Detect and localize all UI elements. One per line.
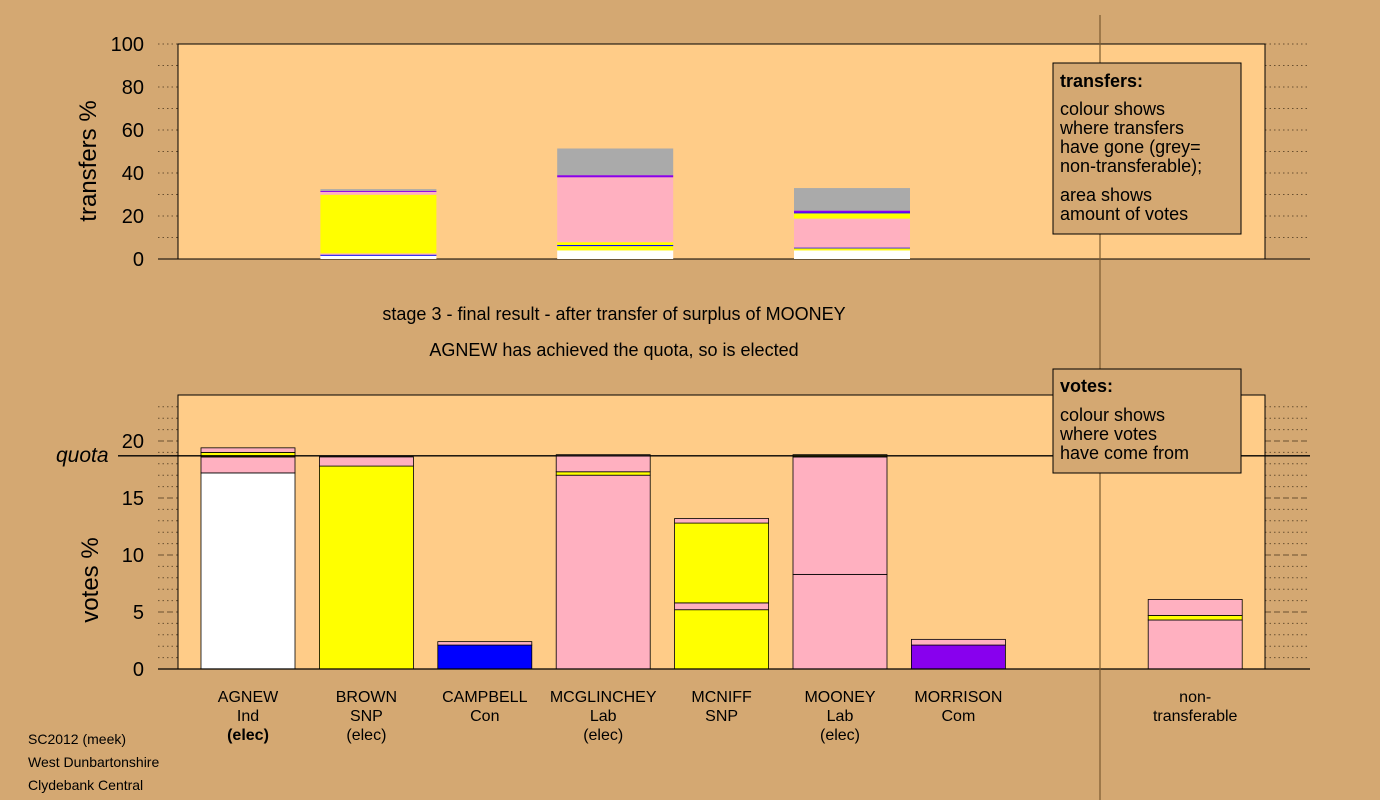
vote-bar-segment (437, 641, 533, 646)
vote-bar-segment (911, 644, 1006, 670)
candidate-name-label: BROWN (336, 689, 397, 706)
candidate-party-label: Lab (827, 708, 854, 725)
candidate-name-label: non- (1179, 689, 1211, 706)
transfers-tick-label: 100 (111, 34, 144, 56)
votes-tick-label: 10 (122, 545, 144, 567)
stage-title: stage 3 - final result - after transfer … (382, 304, 845, 324)
transfers-tick-label: 60 (122, 120, 144, 142)
transfers-legend-line: where transfers (1059, 118, 1184, 138)
votes-axis-label: votes % (77, 537, 104, 622)
vote-bar-segment (911, 638, 1006, 646)
transfers-legend-line: amount of votes (1060, 204, 1188, 224)
transfers-legend: transfers: colour shows where transfers … (1052, 62, 1242, 235)
transfer-bar-segment (794, 213, 910, 219)
transfer-bar-segment (320, 254, 437, 256)
candidate-status-label: (elec) (346, 727, 386, 744)
transfers-axis-label: transfers % (75, 100, 102, 221)
vote-bar-segment (1147, 619, 1243, 670)
candidate-status-label: (elec) (820, 727, 860, 744)
votes-legend-line: where votes (1059, 424, 1157, 444)
transfer-bar-segment (320, 194, 437, 254)
votes-tick-label: 20 (122, 431, 144, 453)
candidate-party-label: transferable (1153, 708, 1238, 725)
footer-council: West Dunbartonshire (28, 754, 159, 770)
candidate-name-label: AGNEW (218, 689, 279, 706)
transfers-legend-line: have gone (grey= (1060, 137, 1201, 157)
votes-tick-label: 0 (133, 659, 144, 681)
vote-bar-segment (674, 602, 769, 611)
transfer-bar-segment (320, 190, 437, 192)
vote-bar-segment (1147, 599, 1243, 616)
transfer-bar-segment (794, 188, 910, 211)
transfers-tick-label: 80 (122, 77, 144, 99)
transfers-tick-label: 0 (133, 249, 144, 271)
vote-bar-segment (674, 518, 769, 524)
vote-bar-segment (437, 644, 533, 670)
candidate-name-label: MOONEY (804, 689, 875, 706)
transfer-bar-segment (557, 148, 674, 176)
vote-bar-segment (318, 456, 414, 467)
vote-bar-segment (792, 456, 888, 575)
vote-bar-segment (555, 474, 651, 670)
quota-label: quota (56, 444, 109, 467)
transfer-bar-segment (320, 253, 437, 255)
candidate-party-label: SNP (705, 708, 738, 725)
candidate-party-label: Ind (237, 708, 259, 725)
votes-tick-label: 15 (122, 488, 144, 510)
candidate-party-label: Com (942, 708, 976, 725)
vote-bar-segment (555, 454, 651, 473)
candidate-name-label: MCGLINCHEY (550, 689, 657, 706)
candidate-party-label: SNP (350, 708, 383, 725)
candidate-party-label: Lab (590, 708, 617, 725)
candidate-name-label: MCNIFF (691, 689, 752, 706)
candidate-name-label: CAMPBELL (442, 689, 527, 706)
transfer-bar-segment (320, 191, 437, 195)
transfer-bar-segment (794, 250, 910, 259)
vote-bar-segment (674, 609, 769, 670)
votes-legend-line: have come from (1060, 443, 1189, 463)
votes-legend: votes: colour shows where votes have com… (1052, 368, 1242, 474)
transfer-bar-segment (557, 250, 674, 259)
candidate-labels: AGNEW Ind (elec) BROWN SNP (elec) CAMPBELL Con M… (218, 689, 1238, 744)
vote-bar-segment (200, 447, 296, 453)
transfers-legend-line: colour shows (1060, 99, 1165, 119)
footer-election: SC2012 (meek) (28, 731, 126, 747)
vote-bar-segment (792, 573, 888, 670)
transfers-legend-line: non-transferable); (1060, 156, 1202, 176)
transfer-bar-segment (557, 175, 674, 178)
transfer-bar-segment (794, 248, 910, 251)
candidate-party-label: Con (470, 708, 499, 725)
transfer-bar-segment (557, 246, 674, 251)
transfers-tick-label: 20 (122, 206, 144, 228)
candidate-name-label: MORRISON (914, 689, 1002, 706)
votes-legend-line: colour shows (1060, 405, 1165, 425)
vote-bar-segment (555, 471, 651, 476)
transfer-bar-segment (794, 247, 910, 249)
transfer-bar-segment (794, 210, 910, 213)
transfer-bar-segment (320, 189, 437, 191)
transfers-tick-label: 40 (122, 163, 144, 185)
candidate-status-label: (elec) (583, 727, 623, 744)
transfers-legend-line: area shows (1060, 185, 1152, 205)
result-subtitle: AGNEW has achieved the quota, so is elec… (429, 340, 798, 360)
candidate-status-label: (elec) (227, 727, 269, 744)
transfer-bar-segment (557, 242, 674, 246)
vote-bar-segment (200, 472, 296, 670)
footer-ward: Clydebank Central (28, 777, 143, 793)
transfer-bar-segment (557, 245, 674, 247)
transfer-bar-segment (557, 177, 674, 243)
votes-tick-label: 5 (133, 602, 144, 624)
votes-legend-title: votes: (1060, 376, 1113, 396)
vote-bar-segment (318, 465, 414, 670)
vote-bar-segment (1147, 615, 1243, 621)
vote-bar-segment (200, 456, 296, 474)
transfer-bar-segment (794, 212, 910, 214)
vote-bar-segment (674, 522, 769, 604)
transfer-bar-segment (794, 218, 910, 248)
transfer-bar-segment (320, 255, 437, 259)
transfers-legend-title: transfers: (1060, 71, 1143, 91)
